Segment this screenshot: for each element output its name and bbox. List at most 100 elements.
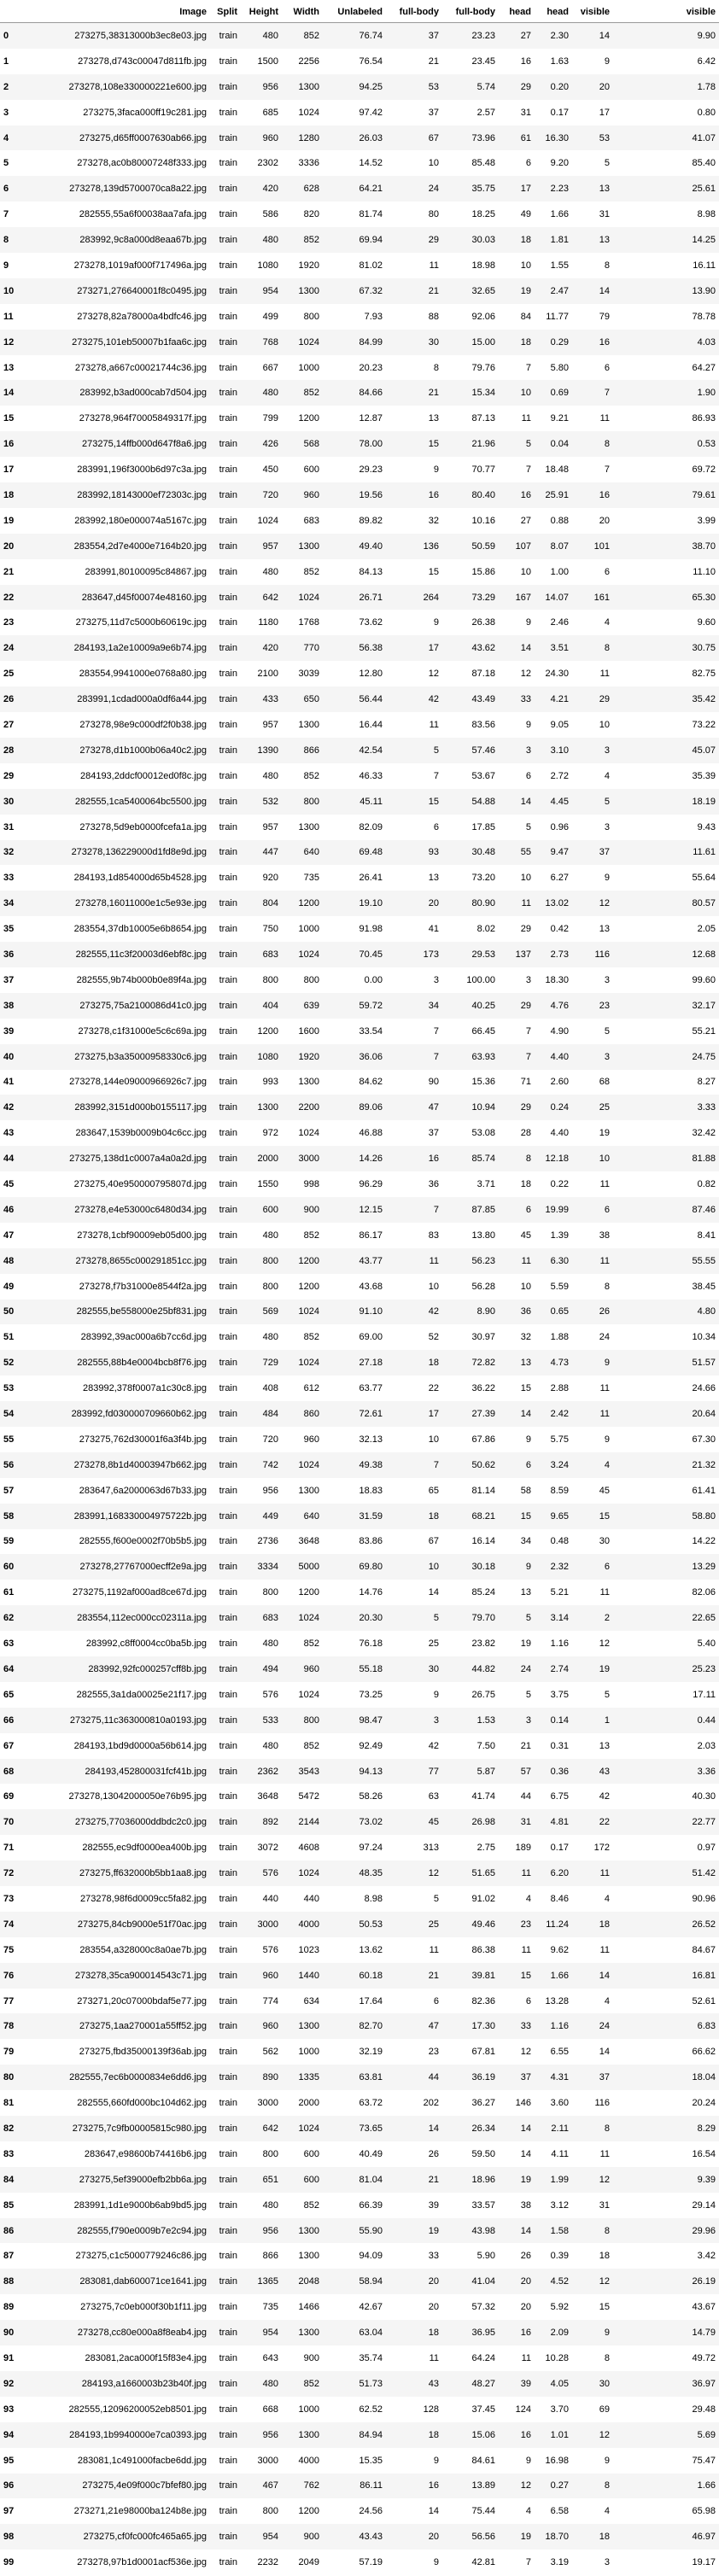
table-cell: 0.80 — [697, 107, 716, 118]
table-cell: 22.77 — [613, 1809, 719, 1836]
table-cell: 1440 — [282, 1962, 323, 1989]
table-cell: train — [219, 1587, 237, 1598]
table-cell: 91.02 — [471, 1893, 495, 1904]
table-cell: 24.56 — [359, 2506, 383, 2517]
table-cell: 8.07 — [535, 533, 572, 559]
row-index: 40 — [0, 1043, 26, 1070]
table-cell: 800 — [262, 2506, 278, 2517]
table-cell: 51.57 — [613, 1350, 719, 1376]
table-cell: 45.11 — [323, 788, 386, 815]
table-cell: 1200 — [298, 2506, 319, 2517]
table-cell: 16 — [386, 1146, 442, 1172]
table-cell: 18 — [386, 2421, 442, 2448]
table-cell: 9 — [525, 2455, 531, 2466]
table-cell: 1024 — [298, 107, 319, 118]
table-cell: 20 — [572, 73, 613, 100]
table-row: 62 283554,112ec000cc02311a.jpg train 683 102… — [0, 1605, 719, 1632]
table-cell: 86.93 — [692, 413, 716, 424]
table-cell: 24 — [572, 2013, 613, 2040]
table-cell: 86.38 — [471, 1944, 495, 1955]
table-cell: 23 — [428, 2047, 439, 2058]
table-cell: 3 — [499, 737, 535, 763]
table-cell: 83.86 — [359, 1536, 383, 1547]
table-cell: 4.81 — [535, 1809, 572, 1836]
table-cell: 6 — [525, 1995, 531, 2006]
table-cell: 79.76 — [471, 362, 495, 373]
table-cell: 19 — [386, 2217, 442, 2244]
table-cell: 852 — [303, 2199, 319, 2211]
table-cell: 128 — [423, 2404, 439, 2415]
table-cell: 45 — [599, 1485, 610, 1496]
table-cell: 82.70 — [323, 2013, 386, 2040]
table-cell: 4 — [604, 617, 610, 628]
table-cell: 37 — [386, 22, 442, 49]
table-cell: train — [219, 1485, 237, 1496]
table-cell: 50.62 — [442, 1452, 499, 1478]
table-cell: 9 — [525, 719, 531, 730]
table-cell: 750 — [262, 924, 278, 935]
row-index: 66 — [0, 1707, 26, 1733]
table-cell: 1200 — [257, 1025, 278, 1037]
row-index: 2 — [0, 73, 26, 100]
table-cell: train — [210, 1146, 241, 1172]
table-cell: 13.89 — [442, 2473, 499, 2499]
table-cell: 3334 — [241, 1554, 282, 1580]
table-cell: 25 — [572, 1095, 613, 1121]
table-cell: 1200 — [298, 1281, 319, 1292]
table-row: 27 273278,98e9c000df2f0b38.jpg train 957 130… — [0, 712, 719, 738]
table-row: 46 273278,e4e53000c6480d34.jpg train 600 900… — [0, 1196, 719, 1223]
table-cell: 4.31 — [535, 2065, 572, 2091]
table-cell: 79 — [599, 311, 610, 322]
table-cell: 1000 — [298, 362, 319, 373]
table-cell: 284193,1b9940000e7ca0393.jpg — [26, 2421, 210, 2448]
table-cell: 84.13 — [359, 566, 383, 577]
table-cell: 284193,1bd9d0000a56b614.jpg — [73, 1740, 207, 1751]
table-cell: 1000 — [298, 924, 319, 935]
table-cell: 15 — [572, 1503, 613, 1529]
table-cell: 58.80 — [613, 1503, 719, 1529]
table-cell: 960 — [282, 1656, 323, 1682]
table-cell: 576 — [262, 1944, 278, 1955]
table-cell: 80 — [428, 209, 439, 220]
table-cell: 39 — [499, 2370, 535, 2397]
table-cell: 5.69 — [613, 2421, 719, 2448]
table-cell: 69.48 — [323, 839, 386, 866]
table-cell: 3 — [386, 1707, 442, 1733]
table-cell: 852 — [303, 566, 319, 577]
table-cell: train — [219, 1893, 237, 1904]
table-cell: 12 — [428, 669, 439, 680]
table-cell: 960 — [241, 125, 282, 151]
table-cell: 25.91 — [535, 482, 572, 508]
table-cell: 2.60 — [550, 1077, 569, 1088]
table-cell: 10 — [520, 260, 531, 271]
table-row: 95 283081,1c491000facbe6dd.jpg train 3000 40… — [0, 2448, 719, 2474]
table-cell: 33 — [428, 2251, 439, 2262]
table-cell: 1 — [572, 1707, 613, 1733]
table-cell: 19 — [599, 1128, 610, 1139]
row-index: 43 — [3, 1128, 15, 1139]
table-cell: 282555,f790e0009b7e2c94.jpg — [26, 2217, 210, 2244]
table-cell: 3.71 — [476, 1179, 495, 1190]
table-cell: 4.80 — [613, 1299, 719, 1325]
table-cell: 76.74 — [323, 22, 386, 49]
table-row: 93 282555,12096200052eb8501.jpg train 668 10… — [0, 2397, 719, 2422]
table-cell: 954 — [241, 277, 282, 304]
table-cell: 50.53 — [323, 1911, 386, 1937]
table-cell: 10.34 — [692, 1332, 716, 1343]
table-row: 24 284193,1a2e10009a9e6b74.jpg train 420 770… — [0, 635, 719, 662]
table-cell: 273278,82a78000a4bdfc46.jpg — [77, 311, 207, 322]
table-cell: train — [219, 924, 237, 935]
table-cell: 0.82 — [697, 1179, 716, 1190]
table-cell: 770 — [282, 635, 323, 662]
row-index: 14 — [0, 380, 26, 406]
table-cell: train — [210, 1758, 241, 1785]
table-cell: 5.92 — [550, 2302, 569, 2313]
table-cell: 283992,378f0007a1c30c8.jpg — [83, 1383, 207, 1394]
row-index: 90 — [0, 2320, 26, 2346]
table-cell: 87.85 — [442, 1196, 499, 1223]
row-index: 44 — [0, 1146, 26, 1172]
row-index: 51 — [3, 1332, 15, 1343]
table-cell: 21.32 — [613, 1452, 719, 1478]
table-cell: 75.47 — [692, 2455, 716, 2466]
row-index: 85 — [3, 2199, 15, 2211]
